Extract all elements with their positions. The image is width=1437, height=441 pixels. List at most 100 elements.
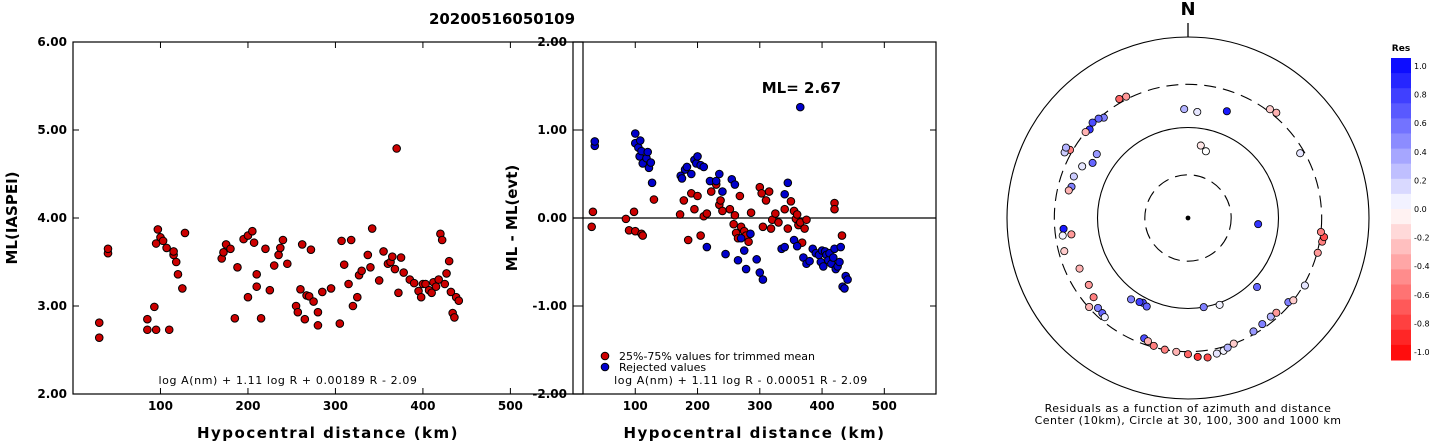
data-point — [780, 189, 789, 199]
data-point — [819, 262, 828, 271]
center-marker — [1185, 215, 1191, 221]
ml-residual-panel: -2.00 -1.00 0.00 1.00 2.00 100 200 300 400 500 Hyp… — [503, 35, 937, 441]
data-point — [409, 278, 419, 288]
data-point — [699, 162, 709, 172]
data-point — [683, 235, 693, 245]
x-tick-label: 300 — [747, 399, 772, 413]
data-point — [318, 287, 327, 297]
colorbar-segment — [1391, 314, 1411, 331]
station-residual — [1127, 295, 1136, 304]
station-residual — [1122, 92, 1131, 101]
data-point — [248, 226, 257, 236]
colorbar-segment — [1391, 178, 1411, 195]
data-point — [256, 314, 266, 323]
data-point — [219, 248, 228, 257]
data-point — [682, 162, 692, 172]
station-residual — [1215, 300, 1224, 309]
ml-annotation: ML= 2.67 — [762, 79, 841, 97]
data-point — [647, 178, 657, 188]
station-residual — [1300, 281, 1309, 290]
x-axis-label: Hypocentral distance (km) — [197, 424, 459, 441]
station-residual — [1313, 248, 1322, 257]
data-point — [94, 318, 104, 328]
station-residual — [1085, 303, 1094, 312]
data-point — [780, 204, 789, 214]
data-point — [730, 211, 740, 220]
colorbar-segment — [1391, 239, 1411, 255]
data-point — [677, 174, 687, 183]
data-point — [444, 256, 454, 266]
data-point — [274, 250, 283, 260]
data-point — [696, 231, 705, 240]
data-point — [265, 285, 275, 295]
colorbar-label: 0.4 — [1414, 148, 1427, 157]
colorbar-segment — [1391, 269, 1411, 285]
y-tick-label: 0.00 — [537, 211, 567, 225]
colorbar-segment — [1391, 118, 1411, 134]
data-point — [151, 325, 161, 335]
station-residual — [1266, 312, 1275, 321]
data-point — [339, 260, 349, 269]
data-point — [269, 261, 279, 270]
data-point — [792, 210, 802, 219]
data-point — [278, 235, 288, 245]
data-point — [780, 242, 789, 252]
data-point — [693, 152, 702, 161]
data-point — [679, 196, 689, 205]
station-residual — [1296, 149, 1305, 158]
data-point — [296, 284, 305, 294]
data-point — [440, 279, 450, 289]
data-point — [590, 137, 600, 146]
station-residual — [1272, 308, 1281, 317]
data-point — [162, 243, 171, 253]
data-point — [840, 284, 849, 293]
station-residual — [1223, 343, 1232, 352]
colorbar-label: 1.0 — [1414, 62, 1427, 71]
data-point — [150, 302, 159, 312]
legend-marker — [600, 351, 610, 361]
station-residual — [1078, 162, 1087, 171]
data-point — [690, 204, 699, 214]
colorbar-segment — [1391, 148, 1411, 165]
data-point — [629, 207, 639, 217]
x-tick-label: 400 — [410, 399, 435, 413]
colorbar-label: 0.2 — [1414, 176, 1427, 185]
data-point — [675, 210, 685, 219]
data-point — [718, 187, 727, 196]
colorbar-segment — [1391, 299, 1411, 316]
data-point — [306, 245, 316, 254]
data-point — [249, 238, 259, 247]
data-point — [276, 243, 285, 253]
station-residual — [1199, 303, 1208, 312]
data-point — [758, 275, 768, 284]
data-point — [233, 262, 242, 272]
data-point — [635, 136, 645, 145]
data-point — [739, 246, 749, 255]
data-point — [706, 187, 716, 196]
x-tick-label: 400 — [810, 399, 835, 413]
data-point — [746, 208, 756, 218]
x-axis-label: Hypocentral distance (km) — [623, 424, 885, 441]
data-point — [392, 144, 401, 153]
data-point — [366, 262, 375, 272]
data-point — [786, 196, 796, 206]
station-residual — [1081, 128, 1090, 137]
data-point — [766, 224, 776, 233]
station-residual — [1084, 280, 1093, 289]
y-tick-label: 4.00 — [37, 211, 67, 225]
data-point — [431, 282, 441, 291]
data-point — [836, 242, 846, 252]
colorbar-segment — [1391, 193, 1411, 210]
station-residual — [1075, 264, 1084, 273]
colorbar-label: 0.8 — [1414, 91, 1427, 100]
data-point — [800, 224, 809, 233]
data-point — [335, 319, 345, 328]
station-residual — [1253, 283, 1262, 292]
data-point — [736, 233, 746, 243]
colorbar-label: -0.2 — [1414, 234, 1430, 243]
legend-marker — [600, 362, 610, 372]
data-point — [313, 307, 323, 317]
ml-iaspei-panel: 2.00 3.00 4.00 5.00 6.00 100 200 300 400 500 Hypoc… — [3, 35, 584, 441]
data-point — [721, 249, 730, 259]
data-point — [771, 209, 780, 218]
